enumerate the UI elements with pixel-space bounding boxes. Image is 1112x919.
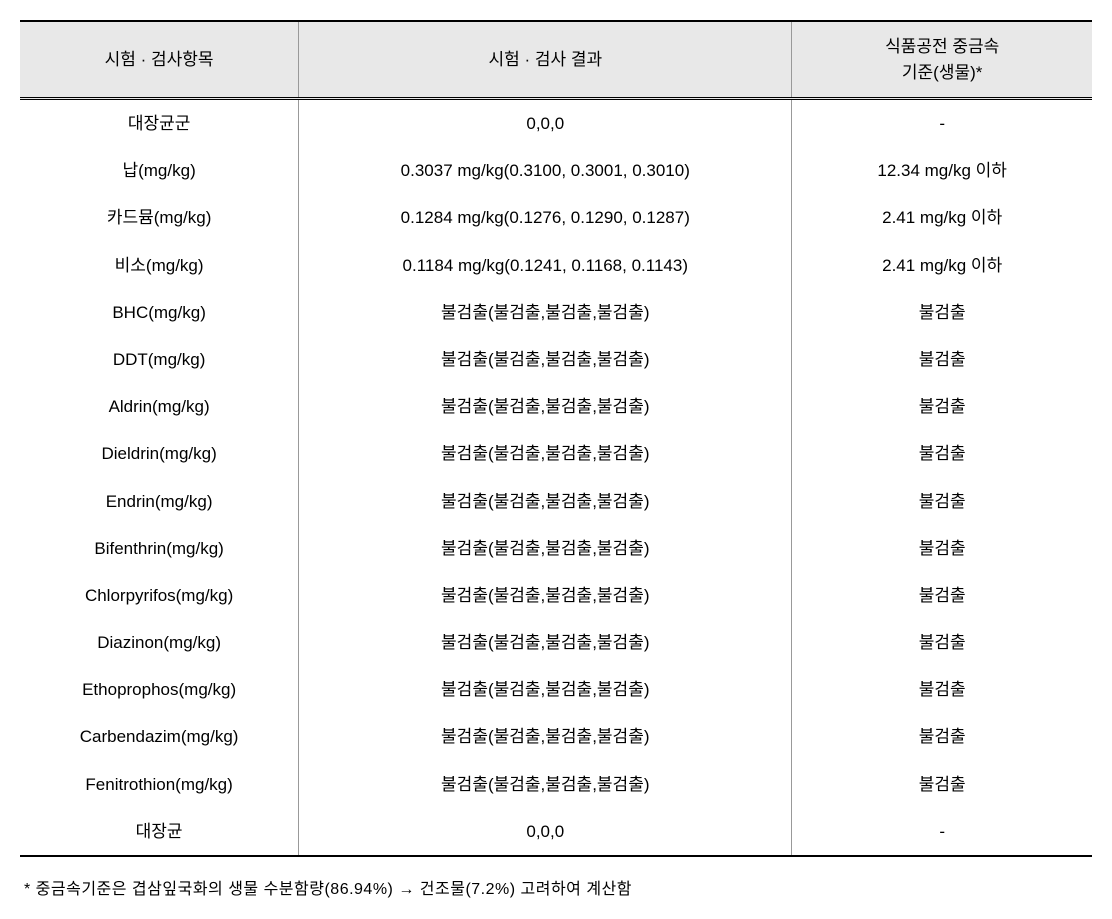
table-row: 대장균0,0,0- (20, 808, 1092, 856)
table-row: 카드뮴(mg/kg)0.1284 mg/kg(0.1276, 0.1290, 0… (20, 194, 1092, 241)
table-row: DDT(mg/kg)불검출(불검출,불검출,불검출)불검출 (20, 336, 1092, 383)
cell-result: 불검출(불검출,불검출,불검출) (299, 430, 792, 477)
table-row: 비소(mg/kg)0.1184 mg/kg(0.1241, 0.1168, 0.… (20, 242, 1092, 289)
cell-standard: 2.41 mg/kg 이하 (792, 194, 1092, 241)
cell-item: 대장균군 (20, 99, 299, 148)
cell-standard: 불검출 (792, 525, 1092, 572)
table-row: BHC(mg/kg)불검출(불검출,불검출,불검출)불검출 (20, 289, 1092, 336)
cell-item: Dieldrin(mg/kg) (20, 430, 299, 477)
cell-item: Fenitrothion(mg/kg) (20, 761, 299, 808)
table-row: 납(mg/kg)0.3037 mg/kg(0.3100, 0.3001, 0.3… (20, 147, 1092, 194)
cell-standard: 불검출 (792, 666, 1092, 713)
cell-standard: - (792, 99, 1092, 148)
cell-result: 0.3037 mg/kg(0.3100, 0.3001, 0.3010) (299, 147, 792, 194)
cell-item: Diazinon(mg/kg) (20, 619, 299, 666)
cell-result: 불검출(불검출,불검출,불검출) (299, 383, 792, 430)
table-row: Carbendazim(mg/kg)불검출(불검출,불검출,불검출)불검출 (20, 713, 1092, 760)
cell-item: 카드뮴(mg/kg) (20, 194, 299, 241)
cell-item: 납(mg/kg) (20, 147, 299, 194)
test-results-table: 시험 · 검사항목 시험 · 검사 결과 식품공전 중금속기준(생물)* 대장균… (20, 20, 1092, 857)
cell-item: Bifenthrin(mg/kg) (20, 525, 299, 572)
cell-result: 불검출(불검출,불검출,불검출) (299, 761, 792, 808)
cell-standard: - (792, 808, 1092, 856)
cell-standard: 불검출 (792, 619, 1092, 666)
cell-standard: 불검출 (792, 289, 1092, 336)
cell-item: 비소(mg/kg) (20, 242, 299, 289)
cell-result: 불검출(불검출,불검출,불검출) (299, 525, 792, 572)
table-body: 대장균군0,0,0-납(mg/kg)0.3037 mg/kg(0.3100, 0… (20, 99, 1092, 857)
cell-item: Aldrin(mg/kg) (20, 383, 299, 430)
column-header-item-label: 시험 · 검사항목 (105, 50, 214, 69)
cell-standard: 2.41 mg/kg 이하 (792, 242, 1092, 289)
cell-result: 0,0,0 (299, 808, 792, 856)
cell-result: 0.1184 mg/kg(0.1241, 0.1168, 0.1143) (299, 242, 792, 289)
cell-item: Carbendazim(mg/kg) (20, 713, 299, 760)
table-row: Chlorpyrifos(mg/kg)불검출(불검출,불검출,불검출)불검출 (20, 572, 1092, 619)
table-row: 대장균군0,0,0- (20, 99, 1092, 148)
table-row: Endrin(mg/kg)불검출(불검출,불검출,불검출)불검출 (20, 478, 1092, 525)
cell-standard: 불검출 (792, 430, 1092, 477)
test-results-table-container: 시험 · 검사항목 시험 · 검사 결과 식품공전 중금속기준(생물)* 대장균… (20, 20, 1092, 899)
cell-item: Ethoprophos(mg/kg) (20, 666, 299, 713)
column-header-standard: 식품공전 중금속기준(생물)* (792, 21, 1092, 99)
cell-item: Endrin(mg/kg) (20, 478, 299, 525)
cell-result: 불검출(불검출,불검출,불검출) (299, 478, 792, 525)
table-row: Fenitrothion(mg/kg)불검출(불검출,불검출,불검출)불검출 (20, 761, 1092, 808)
column-header-item: 시험 · 검사항목 (20, 21, 299, 99)
column-header-result: 시험 · 검사 결과 (299, 21, 792, 99)
cell-result: 불검출(불검출,불검출,불검출) (299, 572, 792, 619)
table-header-row: 시험 · 검사항목 시험 · 검사 결과 식품공전 중금속기준(생물)* (20, 21, 1092, 99)
cell-item: DDT(mg/kg) (20, 336, 299, 383)
cell-result: 0.1284 mg/kg(0.1276, 0.1290, 0.1287) (299, 194, 792, 241)
cell-standard: 불검출 (792, 761, 1092, 808)
cell-standard: 불검출 (792, 336, 1092, 383)
table-row: Aldrin(mg/kg)불검출(불검출,불검출,불검출)불검출 (20, 383, 1092, 430)
cell-result: 0,0,0 (299, 99, 792, 148)
table-row: Bifenthrin(mg/kg)불검출(불검출,불검출,불검출)불검출 (20, 525, 1092, 572)
cell-result: 불검출(불검출,불검출,불검출) (299, 336, 792, 383)
cell-item: BHC(mg/kg) (20, 289, 299, 336)
table-row: Ethoprophos(mg/kg)불검출(불검출,불검출,불검출)불검출 (20, 666, 1092, 713)
column-header-standard-label: 식품공전 중금속기준(생물)* (885, 37, 999, 82)
table-footnote: * 중금속기준은 겹삼잎국화의 생물 수분함량(86.94%) → 건조물(7.… (20, 875, 1092, 899)
cell-standard: 불검출 (792, 713, 1092, 760)
cell-standard: 불검출 (792, 383, 1092, 430)
table-row: Dieldrin(mg/kg)불검출(불검출,불검출,불검출)불검출 (20, 430, 1092, 477)
cell-standard: 불검출 (792, 478, 1092, 525)
cell-result: 불검출(불검출,불검출,불검출) (299, 666, 792, 713)
cell-item: 대장균 (20, 808, 299, 856)
cell-result: 불검출(불검출,불검출,불검출) (299, 713, 792, 760)
cell-result: 불검출(불검출,불검출,불검출) (299, 619, 792, 666)
table-row: Diazinon(mg/kg)불검출(불검출,불검출,불검출)불검출 (20, 619, 1092, 666)
column-header-result-label: 시험 · 검사 결과 (488, 50, 602, 69)
cell-standard: 불검출 (792, 572, 1092, 619)
cell-result: 불검출(불검출,불검출,불검출) (299, 289, 792, 336)
cell-item: Chlorpyrifos(mg/kg) (20, 572, 299, 619)
cell-standard: 12.34 mg/kg 이하 (792, 147, 1092, 194)
